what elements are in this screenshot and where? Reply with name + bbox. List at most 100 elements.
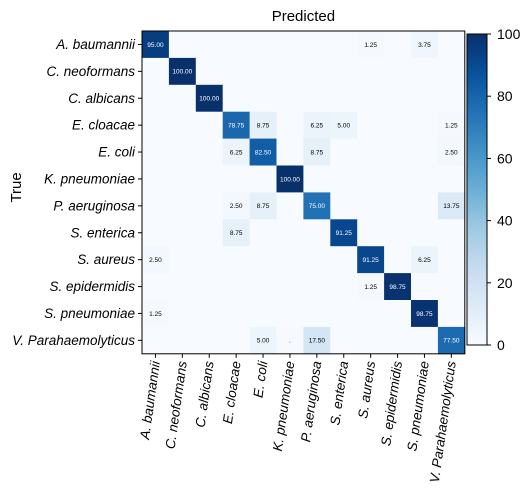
colorbar — [466, 33, 488, 346]
cell-value-label: 8.75 — [257, 203, 270, 210]
heatmap-cell — [357, 300, 385, 328]
heatmap-cell — [222, 57, 250, 86]
cell-value-label: 98.75 — [416, 311, 433, 318]
colorbar-tick-label: 0 — [497, 337, 505, 353]
heatmap-cell — [168, 138, 197, 166]
heatmap-cell — [195, 57, 224, 86]
row-label: C. neoformans — [46, 64, 135, 79]
cell-value-label: 2.50 — [230, 203, 243, 210]
heatmap-cell — [357, 219, 385, 247]
heatmap-cell — [411, 219, 439, 247]
heatmap-cell — [222, 84, 250, 113]
heatmap-cell — [384, 57, 412, 86]
heatmap-cell — [411, 273, 439, 301]
row-label: C. albicans — [68, 91, 135, 106]
cell-value-label: 8.75 — [257, 122, 270, 129]
col-label: S. aureus — [355, 360, 378, 420]
heatmap-cell — [411, 246, 439, 274]
heatmap-cell — [411, 300, 439, 328]
heatmap-cell — [330, 111, 358, 139]
heatmap-cell — [384, 165, 412, 193]
heatmap-cell — [276, 326, 304, 355]
heatmap-cell — [249, 246, 277, 274]
heatmap-cell — [195, 111, 224, 139]
heatmap-cell — [249, 326, 277, 355]
col-label: C. neoformans — [163, 360, 190, 450]
heatmap-cell — [168, 84, 197, 113]
heatmap-cell — [384, 192, 412, 220]
heatmap-cell — [357, 326, 385, 355]
heatmap-cell — [142, 326, 170, 355]
heatmap-cell — [384, 138, 412, 166]
row-label: A. baumannii — [55, 37, 136, 52]
heatmap-cell — [357, 246, 385, 274]
col-ticks: A. baumannii C. neoformans C. albicans E. c… — [137, 353, 459, 484]
heatmap-cell — [142, 84, 170, 113]
heatmap-cell — [384, 273, 412, 301]
heatmap-cell — [276, 57, 304, 86]
row-ticks: A. baumannii C. neoformans C. albicans E. c… — [12, 37, 142, 348]
col-label: E. cloacae — [220, 360, 244, 425]
heatmap-cell — [168, 111, 197, 139]
heatmap-cell — [195, 273, 224, 301]
heatmap-cell — [357, 84, 385, 113]
heatmap-cell — [195, 138, 224, 166]
heatmap-cell — [276, 300, 304, 328]
heatmap-cell — [384, 300, 412, 328]
heatmap-cell — [168, 57, 197, 86]
heatmap-cell — [330, 219, 358, 247]
heatmap-cell — [195, 326, 224, 355]
col-label: K. pneumoniae — [270, 360, 297, 452]
heatmap-cell — [249, 192, 277, 220]
colorbar-ticks: 0 20 40 60 80 100 — [487, 26, 521, 353]
cell-value-label: 100.00 — [199, 96, 219, 103]
cell-value-label: 6.25 — [418, 257, 431, 264]
x-axis-title: Predicted — [272, 8, 335, 25]
heatmap-cell — [222, 165, 250, 193]
col-label: P. aeruginosa — [298, 360, 324, 443]
cell-value-label: 98.75 — [389, 284, 406, 291]
heatmap-cell — [437, 111, 466, 139]
cell-value-label: 1.25 — [445, 122, 458, 129]
heatmap-cell — [276, 111, 304, 139]
heatmap-cell — [384, 111, 412, 139]
row-label: E. coli — [98, 145, 136, 160]
heatmap-cell — [168, 273, 197, 301]
heatmap-cell — [384, 84, 412, 113]
heatmap-cell — [249, 273, 277, 301]
heatmap-cell — [222, 246, 250, 274]
cell-value-label: 77.50 — [443, 338, 460, 345]
heatmap-cell — [303, 138, 331, 166]
row-label: S. enterica — [70, 225, 135, 240]
heatmap-cell — [168, 219, 197, 247]
heatmap-cell — [195, 31, 224, 59]
heatmap-cell — [168, 31, 197, 59]
heatmap-cell — [437, 84, 466, 113]
cell-value-label: 5.00 — [257, 338, 270, 345]
heatmap-cell — [303, 84, 331, 113]
heatmap-cell — [168, 300, 197, 328]
heatmap-cell — [303, 219, 331, 247]
heatmap-cell — [142, 192, 170, 220]
cell-value-label: 6.25 — [311, 122, 324, 129]
heatmap-cell — [357, 273, 385, 301]
heatmap-cell — [142, 111, 170, 139]
heatmap-cell — [357, 165, 385, 193]
heatmap-cell — [357, 57, 385, 86]
heatmap-cell — [195, 165, 224, 193]
heatmap-cell — [437, 326, 466, 355]
heatmap-cell — [142, 31, 170, 59]
heatmap-cell — [168, 165, 197, 193]
heatmap-cell — [303, 165, 331, 193]
heatmap-cell — [330, 165, 358, 193]
row-label: S. pneumoniae — [44, 306, 135, 321]
heatmap-cell — [249, 165, 277, 193]
cell-value-label: 95.00 — [147, 42, 164, 49]
heatmap-cell — [303, 31, 331, 59]
col-label: S. enterica — [327, 360, 351, 426]
heatmap-cell — [142, 300, 170, 328]
heatmap-cell — [168, 246, 197, 274]
heatmap-cell — [357, 192, 385, 220]
cell-value-label: 2.50 — [149, 257, 162, 264]
heatmap-cell — [411, 165, 439, 193]
